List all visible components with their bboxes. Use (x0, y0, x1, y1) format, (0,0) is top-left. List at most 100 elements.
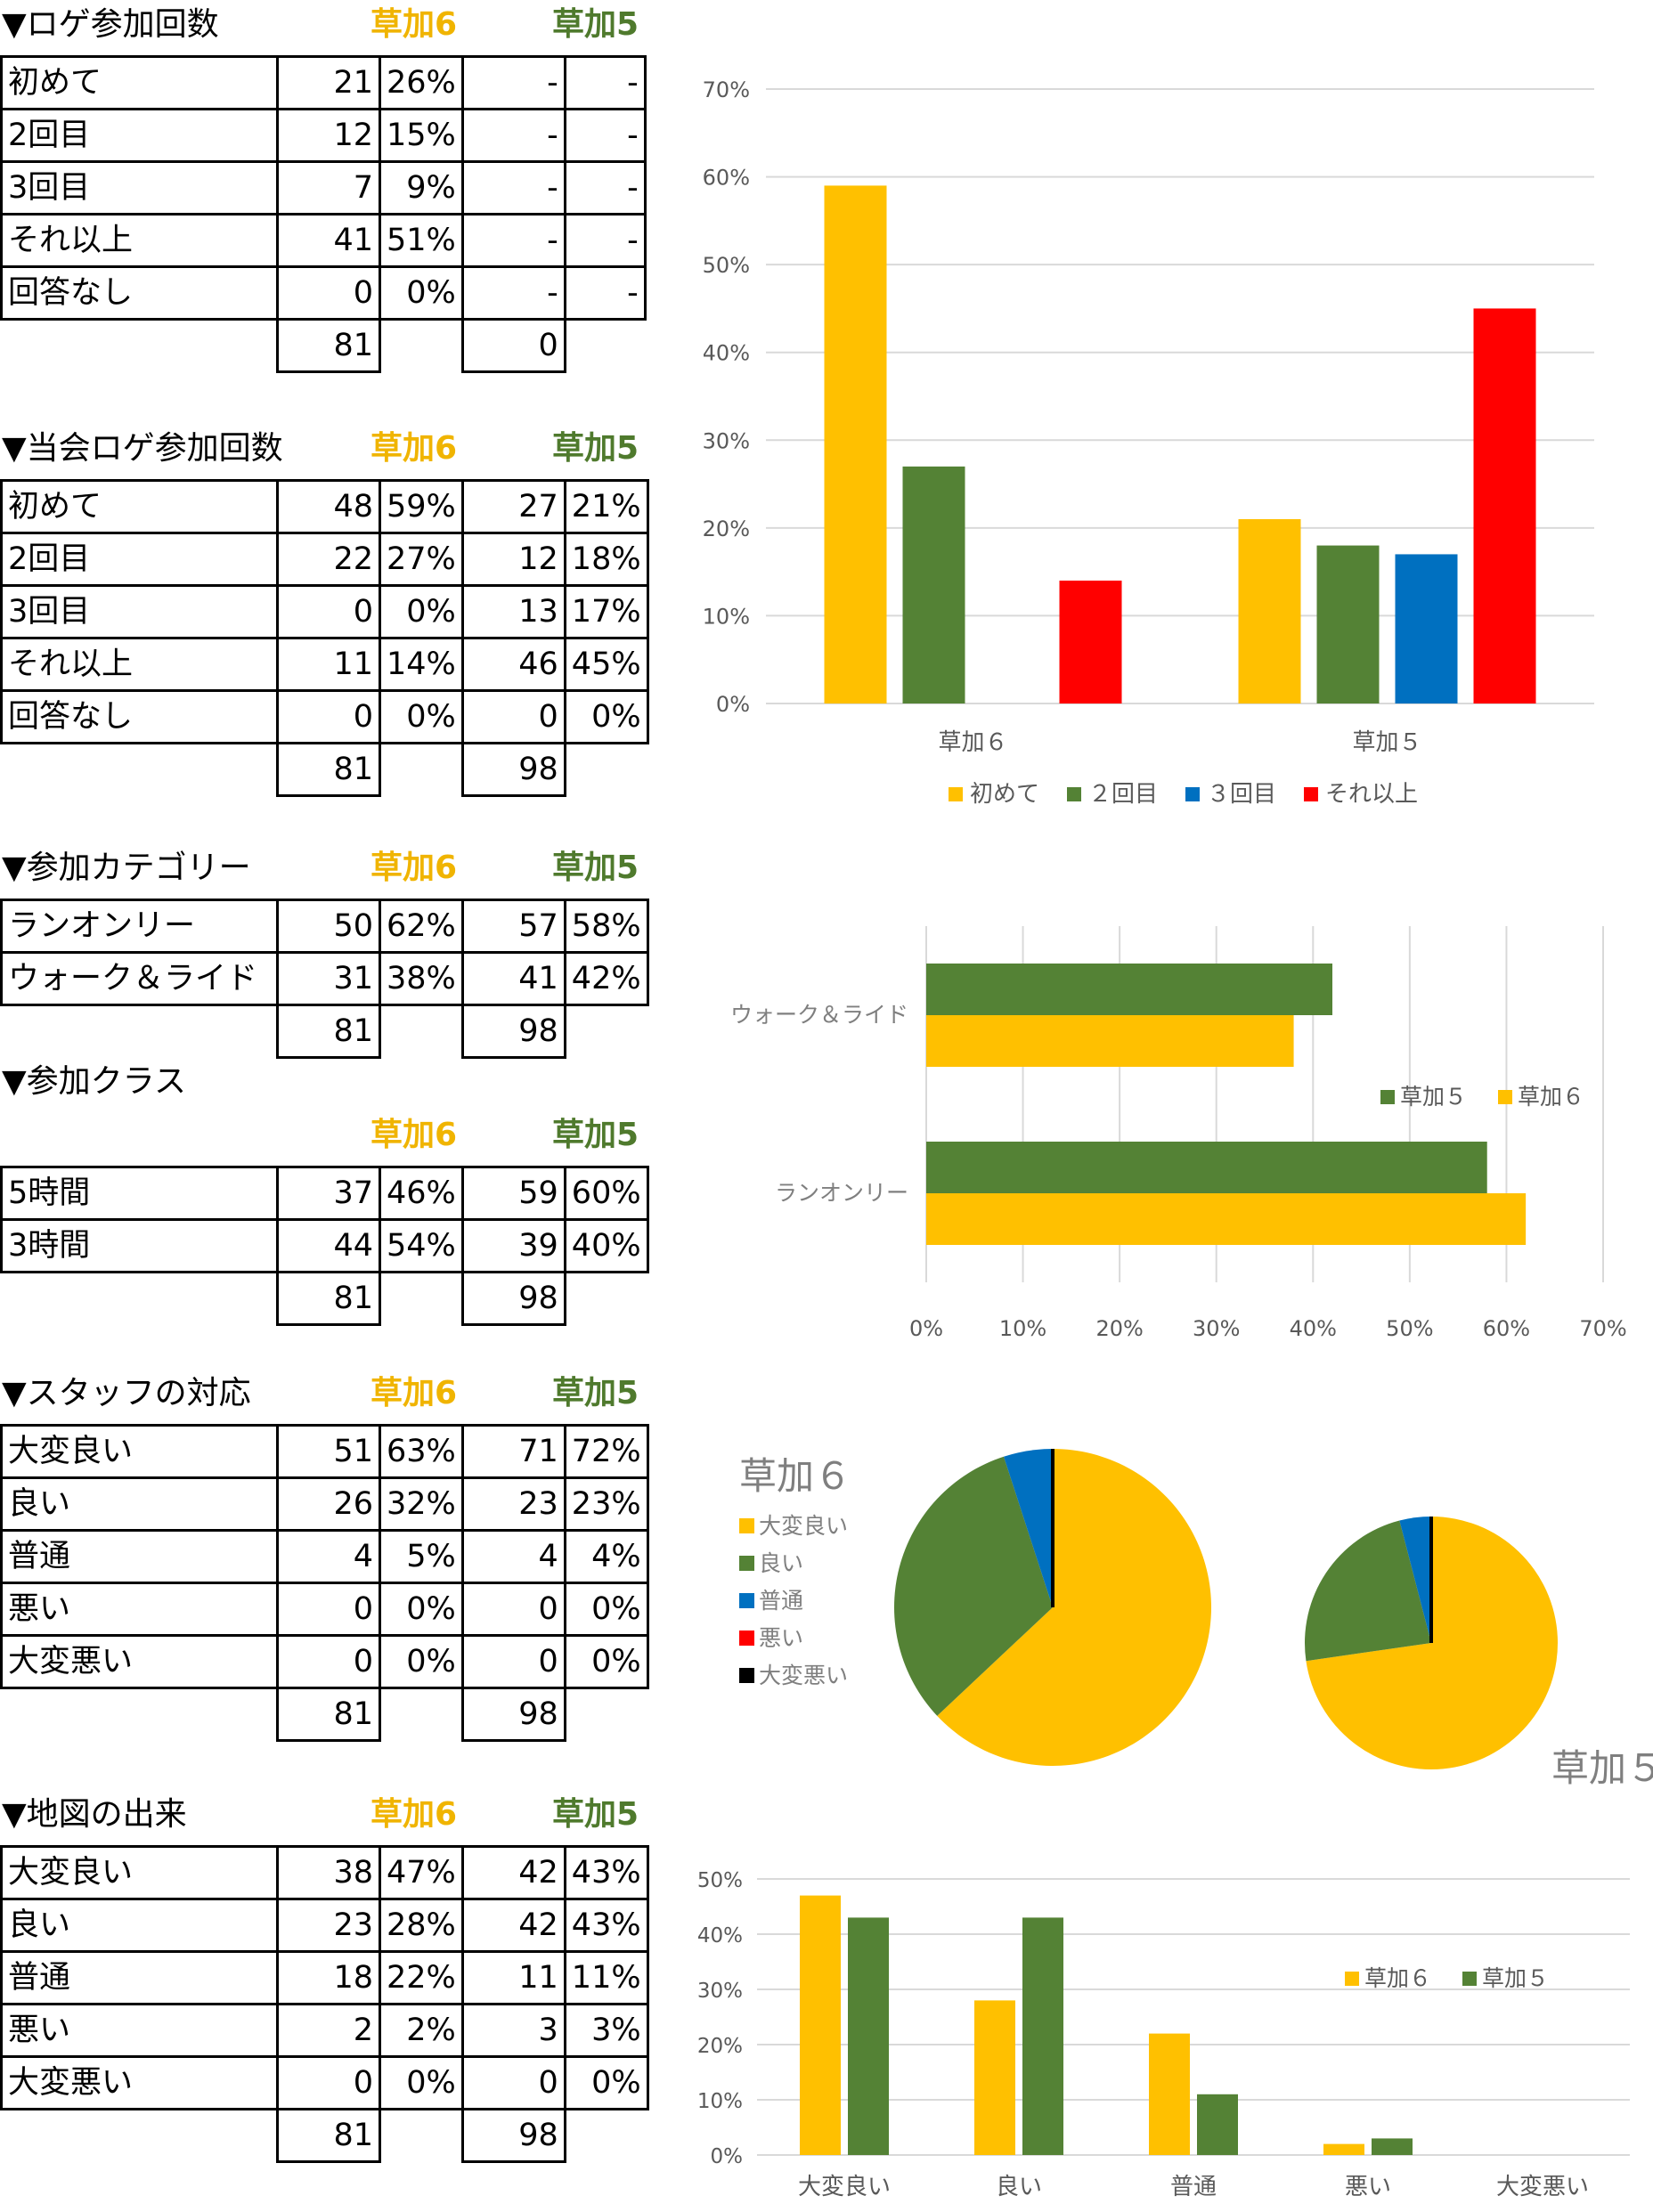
table-row: 大変良い 38 47% 42 43% (0, 1845, 649, 1900)
table-row: 良い 26 32% 23 23% (0, 1476, 649, 1532)
data-table: 大変良い 51 63% 71 72% 良い 26 32% 23 23% 普通 4 5% 4 4% 悪い 0 0% 0… (0, 1424, 649, 1742)
cell-label: 良い (0, 1476, 279, 1532)
empty-cell (2, 1005, 278, 1058)
y-tick-label: 50% (704, 253, 750, 278)
table-row: 悪い 0 0% 0 0% (0, 1582, 649, 1637)
cell-n6: 11 (276, 637, 381, 692)
header-series-6: 草加6 (370, 1796, 458, 1833)
total-6: 81 (276, 1687, 381, 1742)
pie-slice (1399, 1517, 1431, 1643)
bar (1473, 308, 1536, 703)
empty-cell (380, 320, 463, 372)
table-row: 3回目 7 9% - - (0, 160, 647, 216)
cell-n5: 23 (460, 1476, 566, 1532)
data-table: 初めて 21 26% - -2回目 12 15% - -3回目 7 9% - - それ以上 41 51% - - 回… (0, 55, 647, 373)
cell-label: 初めて (0, 479, 279, 534)
cell-p6: 54% (379, 1218, 464, 1273)
legend-label: ３回目 (1207, 781, 1276, 808)
cell-label: 良い (0, 1898, 279, 1953)
x-tick-label: 40% (1290, 1316, 1337, 1341)
cell-p5: - (563, 213, 647, 268)
cell-p5: 21% (563, 479, 649, 534)
total-5: 0 (460, 318, 566, 373)
cell-p5: 45% (563, 637, 649, 692)
cell-p6: 32% (379, 1476, 464, 1532)
cell-n5: 0 (460, 689, 566, 744)
x-tick-label: 20% (1095, 1316, 1143, 1341)
cell-n5: 57 (460, 899, 566, 954)
cell-label: 大変悪い (0, 2055, 279, 2110)
cell-n6: 48 (276, 479, 381, 534)
cell-n6: 21 (276, 55, 381, 110)
x-tick-label: 10% (999, 1316, 1046, 1341)
cell-p5: 23% (563, 1476, 649, 1532)
cell-p5: - (563, 160, 647, 216)
cell-p5: 43% (563, 1845, 649, 1900)
y-tick-label: 40% (697, 1924, 743, 1948)
header-series-6: 草加6 (370, 850, 458, 886)
cell-n5: - (460, 265, 566, 321)
cell-p5: - (563, 265, 647, 321)
section-title: ▼地図の出来 (2, 1796, 187, 1833)
empty-cell (565, 1005, 647, 1058)
cell-n5: 71 (460, 1424, 566, 1479)
cell-n5: - (460, 55, 566, 110)
cell-p6: 63% (379, 1424, 464, 1479)
data-table: 大変良い 38 47% 42 43% 良い 23 28% 42 43% 普通 18 22% 11 11% 悪い… (0, 1845, 649, 2163)
table-row: ウォーク＆ライド 31 38% 41 42% (0, 951, 649, 1006)
legend-swatch (739, 1631, 754, 1646)
cell-label: 3回目 (0, 584, 279, 639)
cell-n6: 31 (276, 951, 381, 1006)
cell-p6: 47% (379, 1845, 464, 1900)
bar (926, 964, 1332, 1015)
table-row: 回答なし 0 0% 0 0% (0, 689, 649, 744)
logue-count-bar-chart: 0% 10% 20% 30% 40% 50% 60% 70% 草加６ 草加５ 初めて ２回目 ３回目 それ… (704, 77, 1594, 808)
cell-p5: 3% (563, 2003, 649, 2058)
cell-p5: 43% (563, 1898, 649, 1953)
cell-p6: 0% (379, 2055, 464, 2110)
cell-label: 5時間 (0, 1166, 279, 1221)
total-5: 98 (460, 2108, 566, 2163)
cell-p6: 62% (379, 899, 464, 954)
empty-cell (2, 1273, 278, 1325)
header-series-5: 草加5 (552, 6, 639, 43)
cell-label: それ以上 (0, 213, 279, 268)
table-row: 普通 4 5% 4 4% (0, 1529, 649, 1584)
cell-n6: 26 (276, 1476, 381, 1532)
cell-n5: 39 (460, 1218, 566, 1273)
cell-p5: - (563, 108, 647, 163)
x-tick-label: 悪い (1345, 2174, 1391, 2200)
cell-p6: 2% (379, 2003, 464, 2058)
cell-n6: 2 (276, 2003, 381, 2058)
cell-label: 回答なし (0, 689, 279, 744)
empty-cell (2, 2110, 278, 2162)
cell-n5: 0 (460, 2055, 566, 2110)
x-tick-label: 0% (909, 1316, 943, 1341)
total-row: 81 98 (2, 1687, 648, 1742)
table-row: それ以上 41 51% - - (0, 213, 647, 268)
cell-p5: 42% (563, 951, 649, 1006)
legend-swatch (739, 1593, 754, 1608)
x-tick-label: 60% (1483, 1316, 1530, 1341)
cell-n5: 42 (460, 1845, 566, 1900)
cell-n5: 59 (460, 1166, 566, 1221)
table-row: 普通 18 22% 11 11% (0, 1950, 649, 2005)
total-row: 81 98 (2, 742, 648, 797)
map-quality-bar-chart: 0% 10% 20% 30% 40% 50% 大変良い 良い 普通 悪い 大変悪い 草加６ 草加５ (697, 1869, 1630, 2200)
cell-label: それ以上 (0, 637, 279, 692)
y-tick-label: 20% (704, 516, 750, 541)
cell-n6: 50 (276, 899, 381, 954)
empty-cell (380, 744, 463, 796)
total-row: 81 98 (2, 1271, 648, 1326)
cell-p6: 38% (379, 951, 464, 1006)
legend-swatch (1462, 1972, 1477, 1986)
legend-label: 大変悪い (759, 1663, 848, 1688)
section-title: ▼ロゲ参加回数 (2, 6, 219, 43)
cell-label: 大変良い (0, 1845, 279, 1900)
y-tick-label: 30% (697, 1980, 743, 2003)
y-tick-label: 20% (697, 2035, 743, 2058)
data-table: ランオンリー 50 62% 57 58% ウォーク＆ライド 31 38% 41 42% 81 98 (0, 899, 649, 1059)
bar (1323, 2143, 1364, 2155)
y-tick-label: 40% (704, 341, 750, 366)
bar (926, 1193, 1527, 1245)
